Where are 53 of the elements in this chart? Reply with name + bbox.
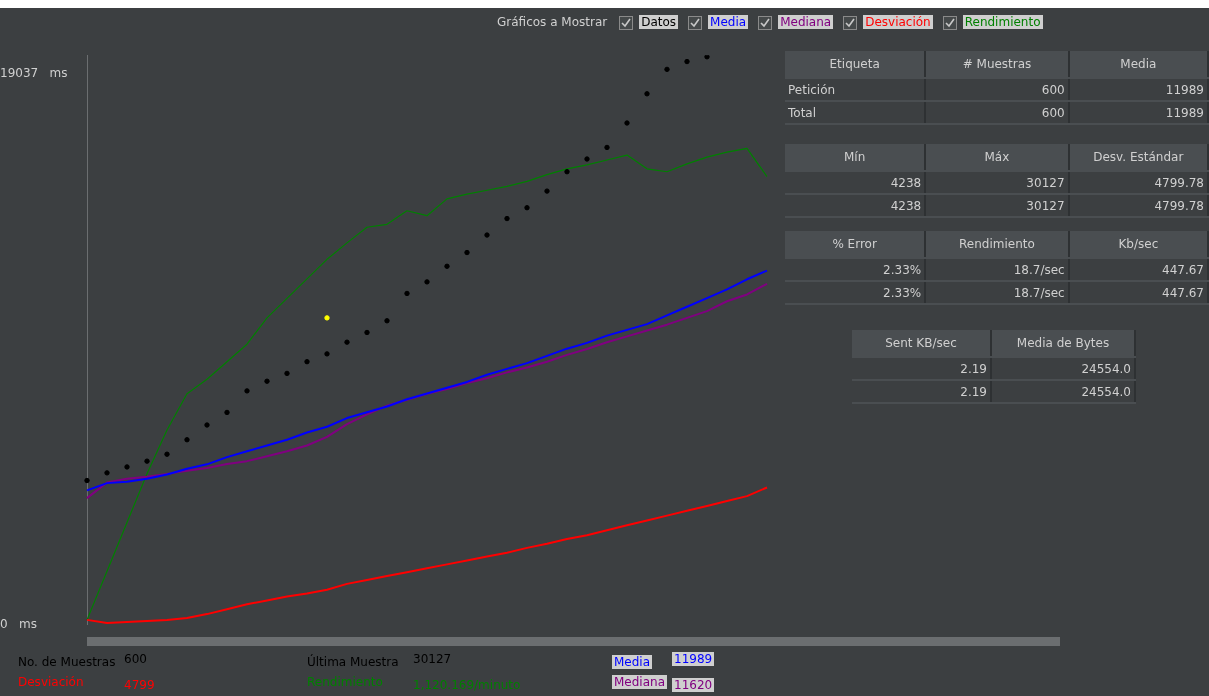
text: Media [1068, 51, 1208, 78]
text: Mín [785, 144, 926, 171]
text: 447.67 [1068, 258, 1208, 281]
text: 30127 [925, 194, 1069, 217]
text: Kb/sec [1068, 231, 1208, 258]
legend-title: Gráficos a Mostrar [497, 15, 608, 29]
text: Última Muestra [306, 655, 400, 669]
text: 11989 [1068, 78, 1208, 101]
text: 4799 [123, 678, 156, 692]
text: 4799.78 [1068, 171, 1208, 194]
text: 2.19 [852, 357, 991, 380]
text: Máx [925, 144, 1069, 171]
text: 2.33% [785, 281, 926, 304]
text: 30127 [925, 171, 1069, 194]
text: 2.19 [852, 380, 991, 403]
text: 600 [925, 101, 1069, 124]
text: 600 [123, 652, 148, 666]
text: Sent KB/sec [852, 330, 991, 357]
text: 24554.0 [991, 380, 1135, 403]
text: 4238 [785, 194, 926, 217]
text: Rendimiento [962, 15, 1043, 29]
text: Desviación [863, 15, 933, 29]
text: Desv. Estándar [1068, 144, 1208, 171]
text: 18.7/sec [925, 258, 1069, 281]
text: Media [708, 15, 749, 29]
text: 447.67 [1068, 281, 1208, 304]
text: Mediana [612, 675, 667, 689]
text: Datos [639, 15, 679, 29]
text: Desviación [17, 675, 85, 689]
text: 11620 [672, 678, 715, 692]
text: 1,120.169/minuto [412, 678, 522, 692]
y-tick-label: 19037 ms [0, 66, 68, 81]
text: # Muestras [925, 51, 1069, 78]
text: Total [785, 101, 926, 124]
text: 11989 [672, 652, 715, 666]
text: Rendimiento [306, 675, 384, 689]
text: % Error [785, 231, 926, 258]
text: 11989 [1068, 101, 1208, 124]
text: Media [612, 655, 653, 669]
text: Media de Bytes [991, 330, 1135, 357]
text: 4799.78 [1068, 194, 1208, 217]
text: 600 [925, 78, 1069, 101]
text: Etiqueta [785, 51, 926, 78]
text: Mediana [778, 15, 834, 29]
text: No. de Muestras [17, 655, 117, 669]
text: Rendimiento [925, 231, 1069, 258]
text: 4238 [785, 171, 926, 194]
text: 2.33% [785, 258, 926, 281]
y-tick-label: 0 ms [0, 616, 38, 631]
text: 24554.0 [991, 357, 1135, 380]
text: 30127 [412, 652, 453, 666]
text: Petición [785, 78, 926, 101]
text: 18.7/sec [925, 281, 1069, 304]
